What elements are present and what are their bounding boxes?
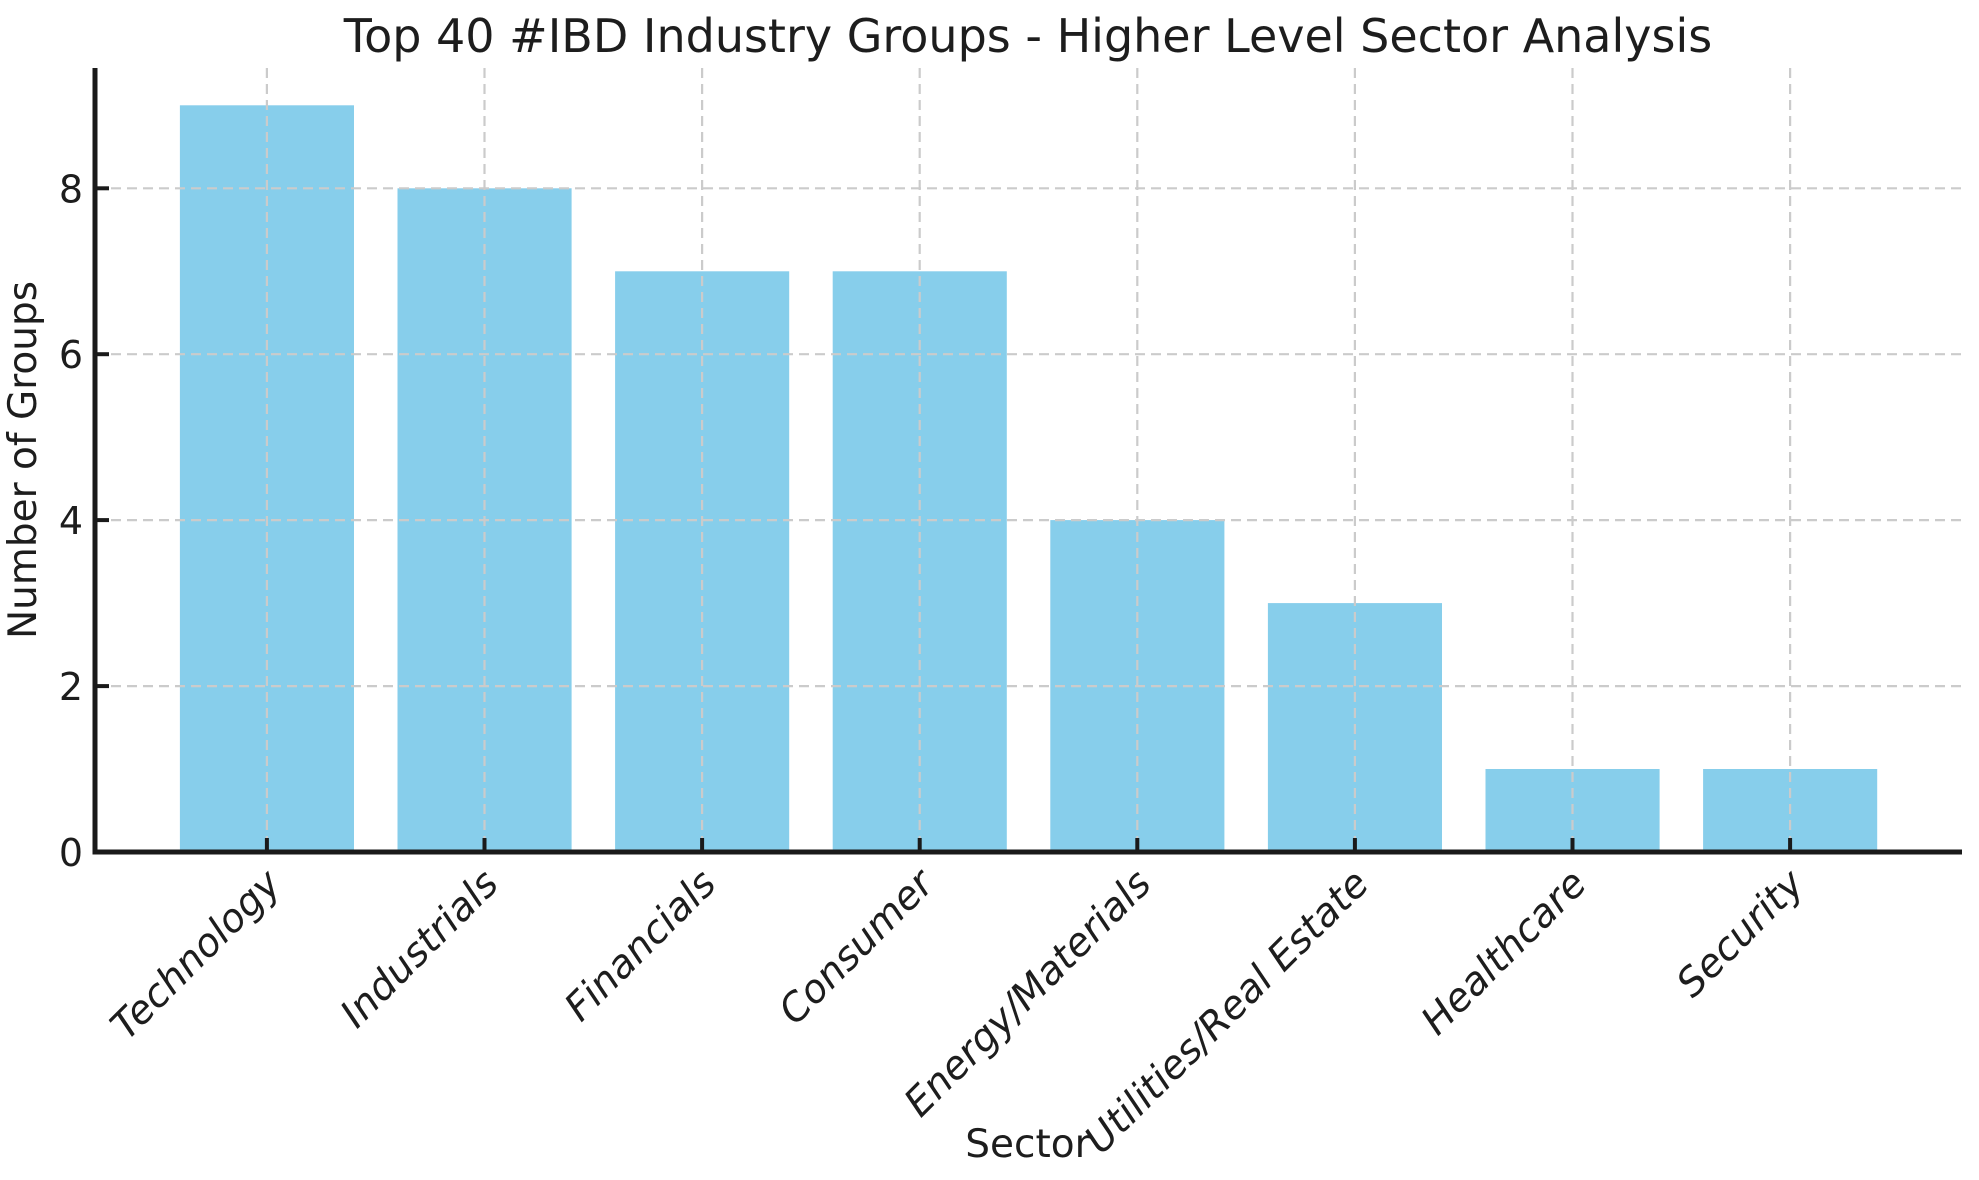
bars-layer — [179, 105, 1878, 853]
bar-financials — [615, 271, 790, 852]
chart-title: Top 40 #IBD Industry Groups - Higher Lev… — [343, 9, 1712, 63]
x-tick-label: Technology — [102, 861, 290, 1049]
y-axis-label: Number of Groups — [1, 281, 46, 639]
grid-layer — [95, 68, 1962, 852]
y-tick-label: 0 — [59, 831, 83, 875]
tick-marks-layer — [95, 186, 1793, 854]
x-tick-label: Industrials — [332, 861, 508, 1037]
axes-spines — [92, 68, 1962, 855]
y-tick-label: 6 — [59, 333, 83, 377]
y-tick-label: 2 — [59, 665, 83, 709]
y-tick-label: 4 — [59, 499, 83, 543]
x-tick-label: Security — [1668, 861, 1814, 1007]
x-axis-label: Sector — [965, 1122, 1091, 1167]
x-tick-label: Consumer — [770, 859, 945, 1034]
y-tick-label: 8 — [59, 167, 83, 211]
x-tick-label: Financials — [556, 861, 725, 1030]
bar-consumer — [832, 271, 1007, 852]
x-tick-label: Healthcare — [1413, 861, 1596, 1044]
